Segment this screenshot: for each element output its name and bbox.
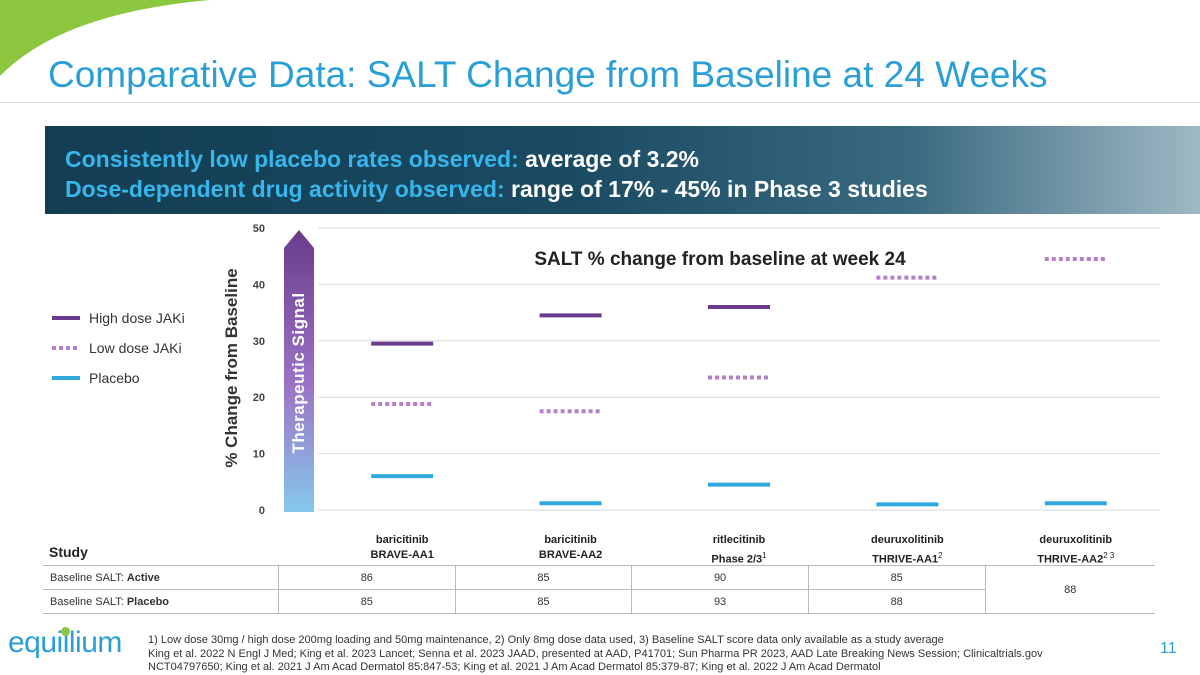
banner-line-dose: Dose-dependent drug activity observed: r… [65,176,928,203]
y-tick-label: 40 [253,279,265,291]
study-column-header: baricitinib BRAVE-AA2 [483,533,659,563]
y-tick-label: 0 [259,505,265,517]
corner-decoration [0,0,210,76]
baseline-salt-table: Baseline SALT: Active 86 85 90 85 88 Bas… [43,565,1155,614]
table-cell: 88 [807,589,986,614]
banner-line1-text: average of 3.2% [518,146,699,172]
table-cell: 85 [454,565,633,590]
study-column-header: ritlecitinib Phase 2/31 [651,533,827,568]
drug-name: deuruxolitinib [871,534,944,546]
trial-name: THRIVE-AA22 3 [1037,551,1115,566]
banner-line2-highlight: Dose-dependent drug activity observed: [65,176,505,202]
legend-item-placebo: Placebo [52,370,140,386]
therapeutic-signal-arrow [284,230,314,512]
title-divider [0,102,1200,103]
legend-item-high: High dose JAKi [52,310,185,326]
table-row-placebo: Baseline SALT: Placebo 85 85 93 88 [43,589,1155,614]
banner-line1-highlight: Consistently low placebo rates observed: [65,146,519,172]
table-row-active: Baseline SALT: Active 86 85 90 85 88 [43,565,1155,614]
study-column-header: deuruxolitinib THRIVE-AA12 [819,533,995,568]
key-findings-banner: Consistently low placebo rates observed:… [45,126,1200,214]
legend-item-low: Low dose JAKi [52,340,182,356]
banner-line-placebo: Consistently low placebo rates observed:… [65,146,699,173]
trial-name: BRAVE-AA2 [538,549,603,561]
footnote-ref: 2 [938,551,943,560]
legend-swatch-high [52,316,80,320]
drug-name: deuruxolitinib [1039,534,1113,546]
row-label-placebo: Baseline SALT: Placebo [43,589,279,614]
study-column-header: baricitinib BRAVE-AA1 [314,533,490,563]
page-title: Comparative Data: SALT Change from Basel… [48,54,1048,95]
footnote-ref: 2 3 [1103,551,1115,560]
footnote-line: NCT04797650; King et al. 2021 J Am Acad … [148,661,881,673]
legend-label-placebo: Placebo [89,370,140,386]
footnote-ref: 1 [762,551,767,560]
legend-label-high: High dose JAKi [89,310,185,326]
drug-name: baricitinib [544,534,597,546]
legend-label-low: Low dose JAKi [89,340,182,356]
row-label-active: Baseline SALT: Active [43,565,279,590]
table-cell-merged: 88 [984,565,1155,614]
logo-leaf-icon [61,627,70,636]
study-row-label: Study [49,544,88,560]
legend-swatch-low [52,346,80,350]
table-cell: 85 [278,589,456,614]
y-tick-label: 30 [253,336,265,348]
drug-name: baricitinib [375,534,429,546]
table-cell: 85 [807,565,986,590]
y-tick-label: 20 [253,392,265,404]
trial-name: BRAVE-AA1 [370,549,434,561]
table-cell: 86 [278,565,456,590]
trial-name: THRIVE-AA12 [872,551,943,566]
drug-name: ritlecitinib [712,534,766,546]
footnote-line: 1) Low dose 30mg / high dose 200mg loadi… [148,634,944,646]
table-cell: 90 [631,565,809,590]
chart-title: SALT % change from baseline at week 24 [534,249,906,270]
footnotes: 1) Low dose 30mg / high dose 200mg loadi… [148,634,1138,675]
y-tick-label: 10 [253,449,265,461]
page-number: 11 [1160,640,1177,657]
banner-line2-text: range of 17% - 45% in Phase 3 studies [504,176,928,202]
trial-name: Phase 2/31 [711,551,767,566]
table-cell: 85 [454,589,633,614]
table-cell: 93 [631,589,809,614]
study-column-header: deuruxolitinib THRIVE-AA22 3 [988,533,1164,568]
legend-swatch-placebo [52,376,80,380]
footnote-line: King et al. 2022 N Engl J Med; King et a… [148,647,1043,660]
y-tick-label: 50 [253,223,265,235]
